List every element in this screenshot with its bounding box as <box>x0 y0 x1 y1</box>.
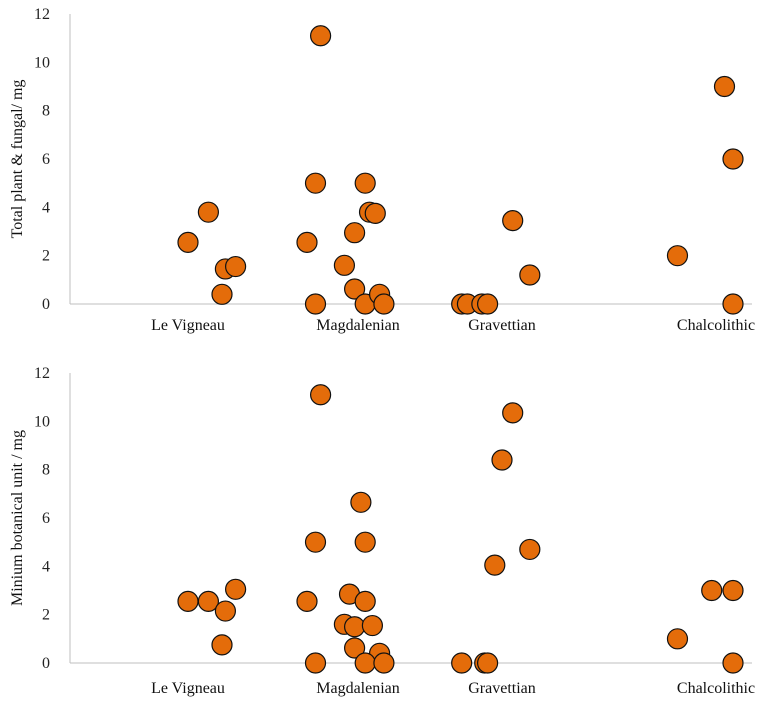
x-category-label: Magdalenian <box>316 317 400 334</box>
data-point <box>354 652 376 674</box>
data-point <box>344 278 366 300</box>
data-point <box>519 538 541 561</box>
data-point <box>310 384 332 406</box>
data-point <box>296 590 318 612</box>
data-point <box>177 590 199 612</box>
data-point <box>225 255 247 278</box>
y-tick-label: 8 <box>42 103 50 120</box>
y-tick-label: 12 <box>34 365 50 382</box>
data-point <box>373 293 395 315</box>
data-point <box>713 75 736 98</box>
x-category-label: Gravettian <box>468 680 536 697</box>
data-point <box>304 652 327 674</box>
data-point <box>484 554 506 576</box>
y-tick-label: 2 <box>42 607 50 624</box>
data-point <box>197 201 219 223</box>
data-point <box>333 254 355 276</box>
data-point <box>502 210 524 232</box>
data-point <box>373 652 395 674</box>
data-point <box>296 231 318 253</box>
chart-panel-1: 0 2 4 6 8 10 12 Le Vigneau Magdalenian Gravettian… <box>9 6 755 334</box>
data-point <box>304 293 327 315</box>
data-point <box>354 590 376 612</box>
x-category-label: Magdalenian <box>316 680 400 697</box>
data-point <box>364 202 386 224</box>
data-point <box>350 491 372 513</box>
data-point <box>361 614 383 637</box>
x-category-label: Chalcolithic <box>677 680 755 697</box>
y-tick-label: 10 <box>34 413 50 430</box>
data-point <box>354 531 376 553</box>
data-point <box>354 172 376 194</box>
x-category-label: Le Vigneau <box>151 680 225 697</box>
y-tick-label: 0 <box>42 296 50 313</box>
data-point <box>344 616 366 638</box>
data-point <box>722 579 744 602</box>
data-point <box>502 402 524 424</box>
data-point <box>666 628 689 650</box>
data-point <box>666 245 689 267</box>
data-point <box>304 531 327 553</box>
data-point <box>491 449 513 471</box>
y-tick-label: 0 <box>42 655 50 672</box>
data-point <box>197 590 219 612</box>
data-point <box>722 148 744 170</box>
data-point <box>451 652 473 674</box>
data-point <box>214 600 236 622</box>
data-point <box>519 264 541 286</box>
data-point <box>477 293 499 315</box>
data-point <box>211 634 233 656</box>
data-point <box>304 172 327 194</box>
y-tick-label: 6 <box>42 151 50 168</box>
x-category-label: Le Vigneau <box>151 317 225 334</box>
data-point <box>211 283 233 305</box>
data-point <box>701 579 723 602</box>
data-point <box>310 25 332 47</box>
y-tick-label: 2 <box>42 248 50 265</box>
y-tick-label: 10 <box>34 54 50 71</box>
y-tick-label: 6 <box>42 510 50 527</box>
y-tick-label: 4 <box>42 199 50 216</box>
data-point <box>477 652 499 674</box>
y-tick-label: 8 <box>42 462 50 479</box>
y-tick-label: 4 <box>42 558 50 575</box>
data-point <box>722 652 744 674</box>
y-axis-label: Minium botanical unit / mg <box>9 430 26 606</box>
chart-panel-2: 0 2 4 6 8 10 12 Le Vigneau Magdalenian Gravettian… <box>9 365 755 697</box>
y-axis-label: Total plant & fungal/ mg <box>9 80 26 239</box>
y-tick-label: 12 <box>34 6 50 23</box>
data-point <box>225 578 247 600</box>
data-point <box>177 231 199 253</box>
data-point <box>344 222 366 244</box>
x-category-label: Gravettian <box>468 317 536 334</box>
data-point <box>344 637 366 659</box>
data-point <box>722 293 744 315</box>
x-category-label: Chalcolithic <box>677 317 755 334</box>
